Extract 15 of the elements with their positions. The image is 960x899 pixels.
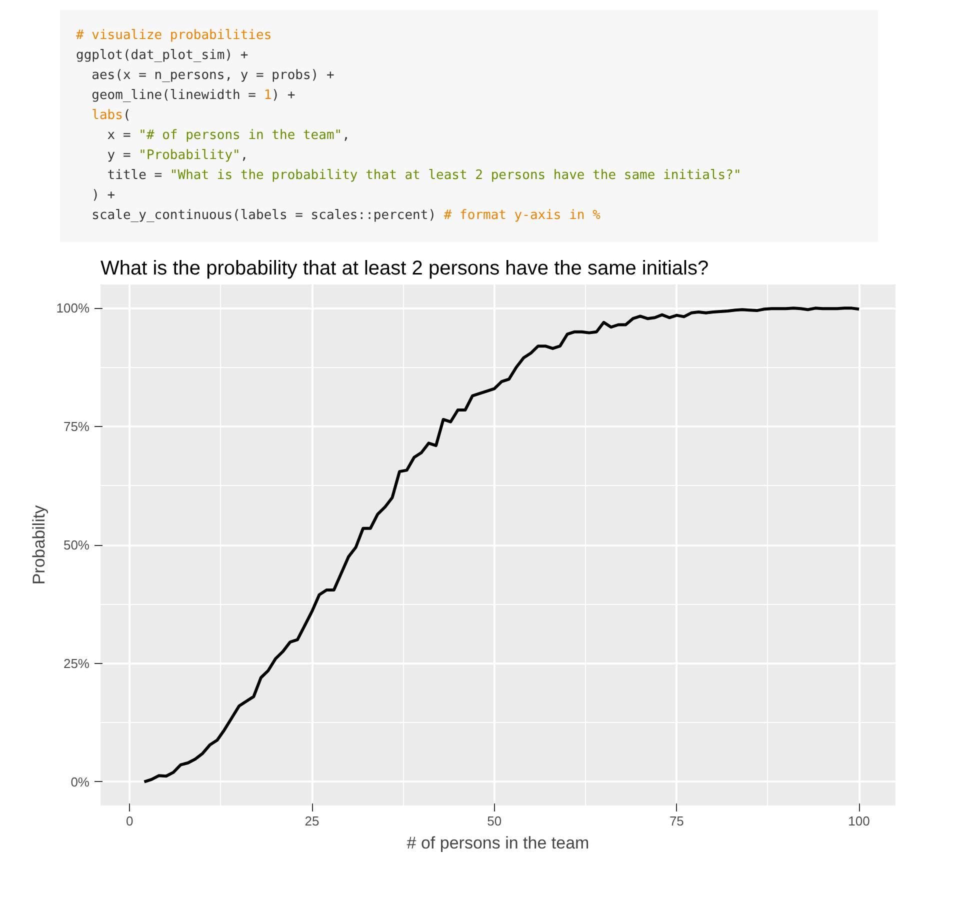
y-tick-label: 50% (63, 538, 90, 552)
x-tick-label: 0 (126, 814, 134, 828)
x-tick-label: 100 (848, 814, 870, 828)
y-tick-label: 25% (63, 656, 90, 671)
chart-title: What is the probability that at least 2 persons have the same initials? (100, 258, 709, 280)
line-series (142, 306, 861, 784)
y-axis-title: Probability (29, 504, 48, 585)
x-axis-title: # of persons in the team (406, 834, 590, 852)
y-tick-label: 75% (63, 419, 90, 434)
y-tick-label: 0% (70, 774, 90, 790)
y-tick-label: 100% (56, 300, 90, 316)
text: # visualize probabilities ggplot(dat_plot_sim) + aes(x = n_persons, y = probs) + geom_line(linewidth = 1) + labs( x = "# of persons in the team", y = "Probability", title = "What is the probability that at least 2 persons have the same initials?" ) + scale_y_continuous(labels = scales::percent) # format y-axis in % (76, 28, 742, 223)
x-tick-label: 50 (487, 814, 502, 828)
x-tick-label: 75 (669, 814, 684, 828)
x-tick-label: 25 (304, 814, 320, 828)
